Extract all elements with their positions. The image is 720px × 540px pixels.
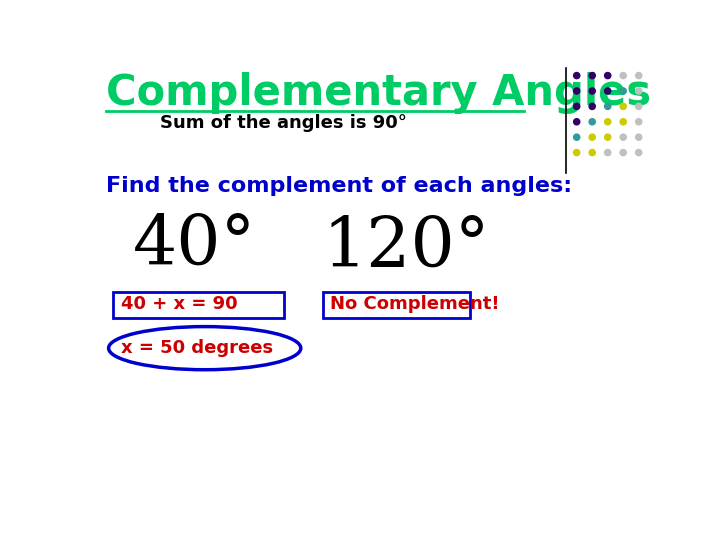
Circle shape [589,103,595,110]
Circle shape [574,72,580,79]
Circle shape [589,119,595,125]
Circle shape [589,88,595,94]
Circle shape [574,88,580,94]
Circle shape [574,134,580,140]
Circle shape [605,72,611,79]
Text: No Complement!: No Complement! [330,295,500,313]
Circle shape [605,134,611,140]
Text: 40 + x = 90: 40 + x = 90 [121,295,238,313]
Text: Complementary Angles: Complementary Angles [106,72,651,114]
Circle shape [620,119,626,125]
Circle shape [636,119,642,125]
Circle shape [620,103,626,110]
FancyBboxPatch shape [323,292,469,318]
Circle shape [620,72,626,79]
Circle shape [636,72,642,79]
Circle shape [605,119,611,125]
Circle shape [589,150,595,156]
Ellipse shape [109,327,301,370]
Circle shape [620,134,626,140]
FancyBboxPatch shape [113,292,284,318]
Circle shape [636,88,642,94]
Circle shape [589,72,595,79]
Circle shape [620,88,626,94]
Text: x = 50 degrees: x = 50 degrees [121,339,273,357]
Circle shape [605,88,611,94]
Circle shape [605,103,611,110]
Text: Find the complement of each angles:: Find the complement of each angles: [106,176,572,196]
Circle shape [636,134,642,140]
Circle shape [620,150,626,156]
Circle shape [589,134,595,140]
Text: Sum of the angles is 90°: Sum of the angles is 90° [160,114,407,132]
Text: 120°: 120° [323,214,490,281]
Circle shape [574,103,580,110]
Circle shape [574,150,580,156]
Circle shape [574,119,580,125]
Circle shape [636,103,642,110]
Circle shape [636,150,642,156]
Text: 40°: 40° [132,213,256,279]
Circle shape [605,150,611,156]
